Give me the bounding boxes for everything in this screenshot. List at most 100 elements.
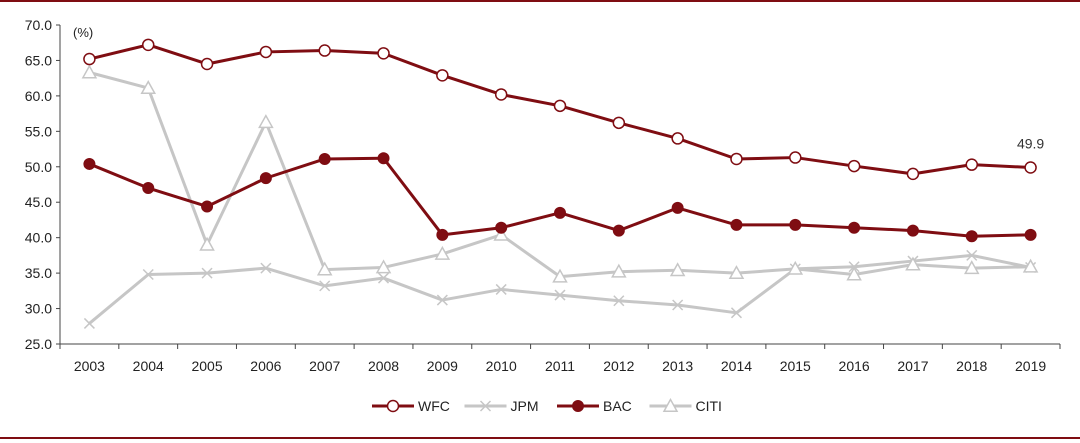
data-point-jpm (260, 262, 272, 274)
data-point-citi (375, 259, 392, 274)
data-point-bac (848, 221, 861, 234)
y-tick-label: 25.0 (25, 336, 52, 352)
y-tick-label: 30.0 (25, 301, 52, 317)
data-point-jpm (201, 267, 213, 279)
y-tick-label: 70.0 (25, 17, 52, 33)
x-tick-label: 2004 (133, 358, 164, 374)
legend-swatch-marker (479, 400, 492, 412)
data-point-citi (728, 265, 745, 280)
x-tick-label: 2016 (839, 358, 870, 374)
y-tick-label: 35.0 (25, 265, 52, 281)
top-rule (0, 0, 1080, 2)
data-point-wfc (671, 132, 684, 145)
data-point-bac (612, 224, 625, 237)
data-point-bac (789, 218, 802, 231)
data-point-wfc (436, 69, 449, 82)
data-point-citi (140, 80, 157, 95)
y-tick-label: 55.0 (25, 123, 52, 139)
data-point-wfc (377, 47, 390, 60)
data-point-citi (1022, 258, 1039, 273)
data-point-jpm (436, 294, 448, 306)
data-point-bac (1024, 228, 1037, 241)
y-tick-label: 45.0 (25, 194, 52, 210)
data-point-bac (201, 200, 214, 213)
data-point-wfc (83, 52, 96, 66)
data-point-wfc (730, 152, 743, 166)
legend-label: CITI (696, 398, 722, 414)
bottom-rule (0, 437, 1080, 439)
series-bac (83, 152, 1037, 243)
data-point-wfc (965, 158, 979, 171)
legend: WFC JPM BAC CITI (372, 397, 722, 414)
legend-item-bac: BAC (557, 398, 632, 414)
legend-swatch-marker (572, 400, 584, 412)
data-point-bac (377, 152, 390, 165)
data-labels: 49.9 (1017, 135, 1044, 151)
x-tick-label: 2005 (191, 358, 222, 374)
data-point-citi (199, 236, 215, 251)
x-tick-label: 2003 (74, 358, 105, 374)
data-point-citi (611, 263, 627, 278)
series-lines (81, 38, 1039, 329)
y-unit-label: (%) (73, 25, 93, 40)
data-point-wfc (789, 151, 802, 164)
data-label: 49.9 (1017, 135, 1044, 151)
legend-item-jpm: JPM (464, 398, 539, 414)
data-point-citi (552, 268, 568, 283)
data-point-bac (906, 224, 919, 237)
data-point-bac (142, 182, 155, 195)
data-point-citi (316, 261, 333, 276)
x-tick-label: 2011 (545, 358, 575, 374)
legend-label: BAC (603, 398, 632, 414)
data-point-bac (83, 157, 96, 170)
data-point-jpm (83, 317, 95, 329)
x-tick-label: 2015 (780, 358, 811, 374)
data-point-wfc (612, 116, 626, 130)
y-tick-label: 60.0 (25, 88, 52, 104)
axes: 70.0 65.0 60.0 55.0 50.0 45.0 40.0 35.0 30.0 25.0… (25, 17, 1061, 374)
y-tick-label: 50.0 (25, 159, 52, 175)
x-tick-label: 2017 (897, 358, 928, 374)
series-line-jpm (88, 253, 1031, 325)
series-citi (81, 64, 1039, 283)
legend-item-wfc: WFC (372, 398, 450, 414)
data-point-wfc (494, 88, 508, 101)
data-point-jpm (142, 268, 154, 281)
data-point-citi (434, 245, 451, 260)
data-point-wfc (259, 45, 273, 59)
data-point-wfc (1024, 161, 1037, 174)
data-point-citi (669, 262, 686, 277)
y-tick-label: 40.0 (25, 230, 52, 246)
y-tick-label: 65.0 (25, 52, 52, 68)
data-point-citi (81, 64, 98, 79)
data-point-jpm (495, 283, 507, 295)
data-point-bac (436, 228, 449, 241)
data-point-jpm (966, 249, 978, 261)
data-point-jpm (554, 289, 566, 301)
x-tick-label: 2007 (309, 358, 340, 374)
x-tick-label: 2010 (486, 358, 517, 374)
data-point-bac (495, 221, 508, 234)
data-point-wfc (318, 44, 331, 57)
data-point-wfc (847, 159, 861, 173)
data-point-bac (671, 201, 684, 214)
data-point-wfc (553, 99, 567, 113)
data-point-bac (965, 230, 978, 243)
x-tick-label: 2009 (427, 358, 458, 374)
data-point-jpm (377, 272, 390, 284)
data-point-citi (258, 114, 274, 129)
legend-label: JPM (511, 398, 539, 414)
data-point-bac (259, 172, 272, 185)
data-point-wfc (906, 167, 920, 181)
data-point-bac (318, 152, 331, 165)
data-point-citi (493, 226, 509, 241)
data-point-jpm (613, 295, 625, 307)
data-point-citi (905, 256, 921, 271)
x-tick-label: 2008 (368, 358, 399, 374)
legend-item-citi: CITI (649, 397, 722, 414)
data-point-citi (846, 266, 862, 281)
series-jpm (83, 249, 1037, 329)
x-tick-label: 2006 (250, 358, 281, 374)
data-point-citi (963, 260, 980, 275)
